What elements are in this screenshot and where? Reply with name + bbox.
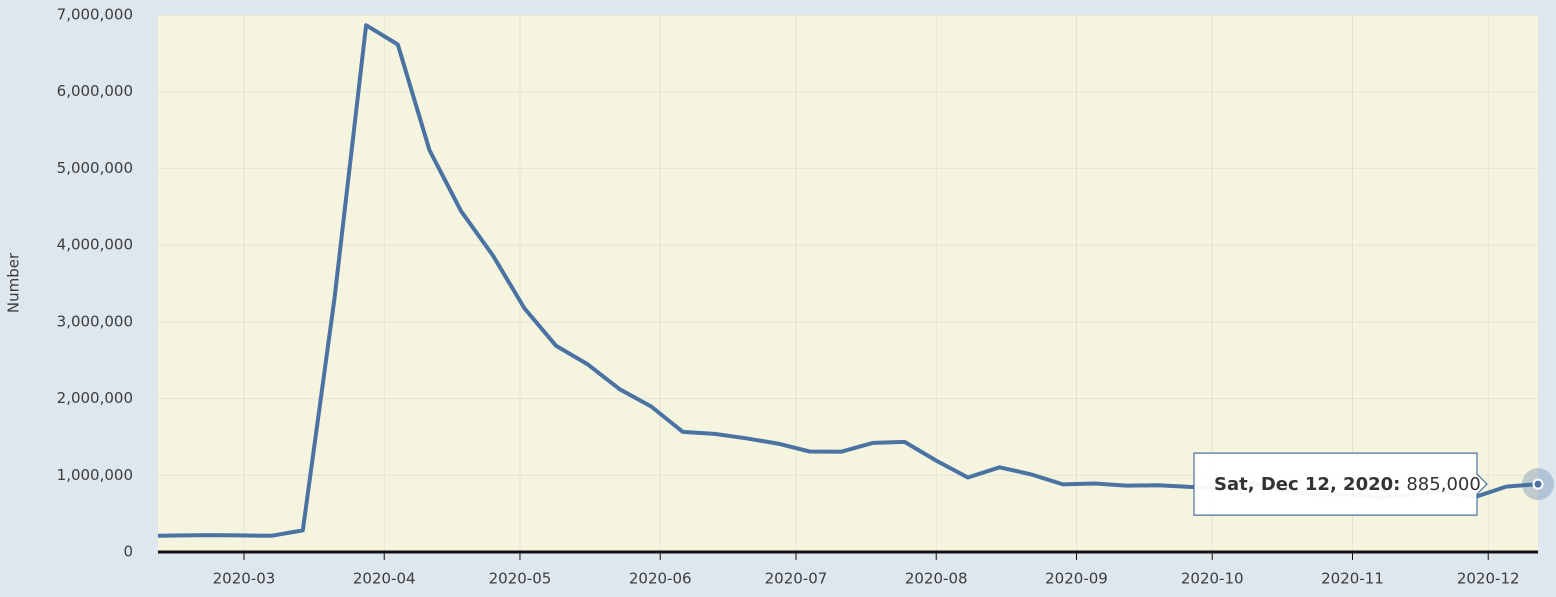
y-tick-label: 1,000,000 xyxy=(57,466,133,484)
x-tick-label: 2020-06 xyxy=(629,570,692,588)
x-tick-label: 2020-04 xyxy=(353,570,416,588)
y-tick-label: 5,000,000 xyxy=(57,159,133,177)
y-tick-label: 6,000,000 xyxy=(57,82,133,100)
x-tick-label: 2020-12 xyxy=(1457,570,1520,588)
y-tick-label: 3,000,000 xyxy=(57,312,133,330)
tooltip-text: Sat, Dec 12, 2020: 885,000 xyxy=(1214,474,1481,495)
x-tick-label: 2020-07 xyxy=(765,570,828,588)
x-tick-label: 2020-11 xyxy=(1321,570,1384,588)
y-tick-label: 2,000,000 xyxy=(57,389,133,407)
y-tick-label: 0 xyxy=(123,543,133,561)
y-axis-title: Number xyxy=(5,252,23,313)
tooltip-box xyxy=(1193,452,1488,516)
y-tick-label: 7,000,000 xyxy=(57,6,133,24)
x-tick-label: 2020-05 xyxy=(489,570,552,588)
x-tick-label: 2020-10 xyxy=(1181,570,1244,588)
y-tick-label: 4,000,000 xyxy=(57,236,133,254)
x-tick-label: 2020-03 xyxy=(213,570,276,588)
x-tick-label: 2020-09 xyxy=(1045,570,1108,588)
tooltip-date: Sat, Dec 12, 2020: xyxy=(1214,474,1400,495)
hover-point xyxy=(1532,478,1544,490)
tooltip-value: 885,000 xyxy=(1406,474,1480,495)
x-tick-label: 2020-08 xyxy=(905,570,968,588)
